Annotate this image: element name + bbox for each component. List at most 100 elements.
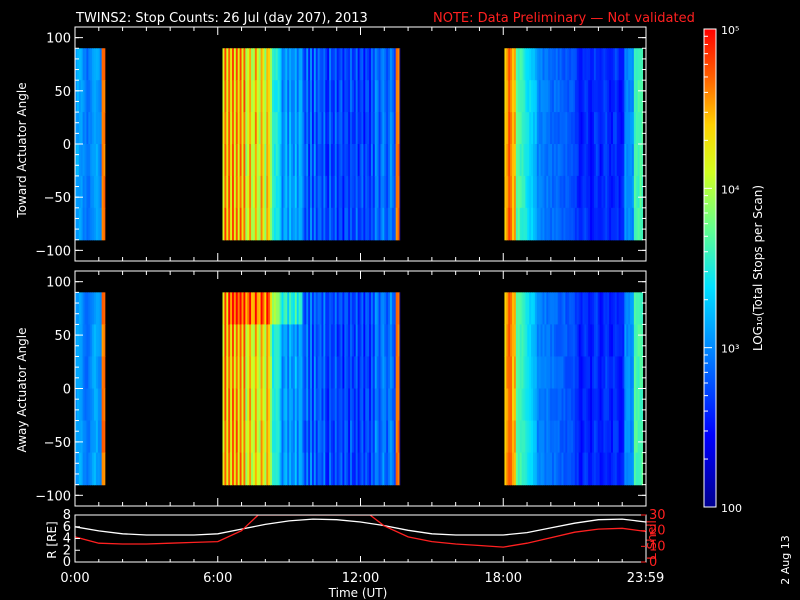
heatmap-cell	[300, 292, 304, 326]
heatmap-cell	[519, 48, 523, 81]
heatmap-cell	[302, 356, 305, 390]
heatmap-cell	[576, 324, 580, 358]
heatmap-cell	[336, 420, 340, 454]
heatmap-cell	[603, 452, 606, 486]
heatmap-cell	[532, 324, 536, 358]
heatmap-cell	[369, 292, 372, 326]
heatmap-cell	[329, 452, 332, 486]
heatmap-cell	[370, 207, 374, 241]
heatmap-cell	[82, 452, 86, 486]
heatmap-cell	[97, 80, 101, 113]
heatmap-cell	[283, 175, 286, 209]
heatmap-cell	[226, 207, 229, 241]
heatmap-cell	[266, 292, 269, 326]
heatmap-cell	[365, 112, 368, 145]
heatmap-cell	[310, 144, 313, 177]
heatmap-cell	[340, 112, 344, 145]
heatmap-cell	[348, 48, 351, 81]
heatmap-cell	[574, 420, 578, 454]
heatmap-cell	[342, 388, 345, 422]
heatmap-cell	[92, 452, 95, 486]
heatmap-cell	[281, 112, 285, 145]
heatmap-cell	[273, 48, 277, 81]
heatmap-cell	[557, 388, 561, 422]
heatmap-cell	[572, 112, 576, 145]
heatmap-cell	[586, 452, 589, 486]
heatmap-cell	[361, 420, 364, 454]
heatmap-cell	[264, 207, 267, 241]
heatmap-cell	[578, 324, 582, 358]
heatmap-cell	[532, 112, 536, 145]
heatmap-cell	[390, 175, 393, 209]
heatmap-cell	[552, 356, 555, 390]
heatmap-cell	[635, 112, 639, 145]
heatmap-cell	[374, 388, 378, 422]
heatmap-cell	[590, 292, 593, 326]
heatmap-cell	[639, 452, 643, 486]
heatmap-cell	[264, 175, 267, 209]
heatmap-cell	[361, 324, 364, 358]
heatmap-cell	[296, 175, 300, 209]
heatmap-cell	[395, 356, 399, 390]
heatmap-cell	[611, 175, 614, 209]
heatmap-cell	[76, 324, 80, 358]
heatmap-cell	[233, 356, 237, 390]
heatmap-cell	[512, 175, 515, 209]
heatmap-cell	[616, 144, 620, 177]
heatmap-cell	[611, 452, 614, 486]
heatmap-cell	[86, 420, 89, 454]
heatmap-cell	[84, 80, 88, 113]
heatmap-cell	[378, 80, 382, 113]
heatmap-cell	[569, 356, 572, 390]
heatmap-cell	[359, 112, 363, 145]
heatmap-cell	[369, 112, 372, 145]
heatmap-cell	[302, 324, 305, 358]
heatmap-cell	[232, 207, 235, 241]
heatmap-cell	[569, 48, 572, 81]
heatmap-cell	[308, 388, 311, 422]
heatmap-cell	[313, 292, 317, 326]
heatmap-cell	[321, 48, 324, 81]
heatmap-cell	[633, 112, 637, 145]
heatmap-cell	[603, 144, 606, 177]
heatmap-cells	[75, 48, 644, 241]
heatmap-cell	[555, 112, 559, 145]
heatmap-cell	[361, 292, 364, 326]
heatmap-cell	[329, 175, 332, 209]
heatmap-cell	[513, 292, 517, 326]
heatmap-cell	[614, 388, 618, 422]
heatmap-cell	[103, 420, 106, 454]
heatmap-cell	[76, 175, 80, 209]
heatmap-cell	[262, 388, 265, 422]
heatmap-cell	[262, 292, 265, 326]
heatmap-cell	[559, 420, 563, 454]
heatmap-cell	[266, 80, 269, 113]
heatmap-cell	[84, 388, 88, 422]
heatmap-cell	[614, 112, 618, 145]
heatmap-cell	[370, 48, 374, 81]
heatmap-cell	[241, 420, 245, 454]
heatmap-cell	[380, 112, 383, 145]
heatmap-cell	[593, 175, 597, 209]
heatmap-cell	[97, 207, 101, 241]
heatmap-cell	[325, 175, 328, 209]
heatmap-cell	[222, 48, 226, 81]
heatmap-cell	[243, 324, 246, 358]
heatmap-cell	[567, 207, 570, 241]
heatmap-cell	[351, 80, 355, 113]
heatmap-cell	[622, 112, 625, 145]
heatmap-cell	[542, 175, 546, 209]
heatmap-cell	[357, 207, 361, 241]
heatmap-cell	[264, 388, 267, 422]
heatmap-cell	[251, 356, 254, 390]
heatmap-cell	[372, 420, 376, 454]
heatmap-cell	[609, 292, 612, 326]
heatmap-cell	[380, 80, 383, 113]
heatmap-cell	[614, 48, 618, 81]
heatmap-cell	[302, 48, 305, 81]
heatmap-cell	[321, 292, 324, 326]
heatmap-cell	[302, 175, 305, 209]
heatmap-cell	[287, 420, 290, 454]
heatmap-cell	[548, 144, 551, 177]
heatmap-cell	[273, 80, 277, 113]
